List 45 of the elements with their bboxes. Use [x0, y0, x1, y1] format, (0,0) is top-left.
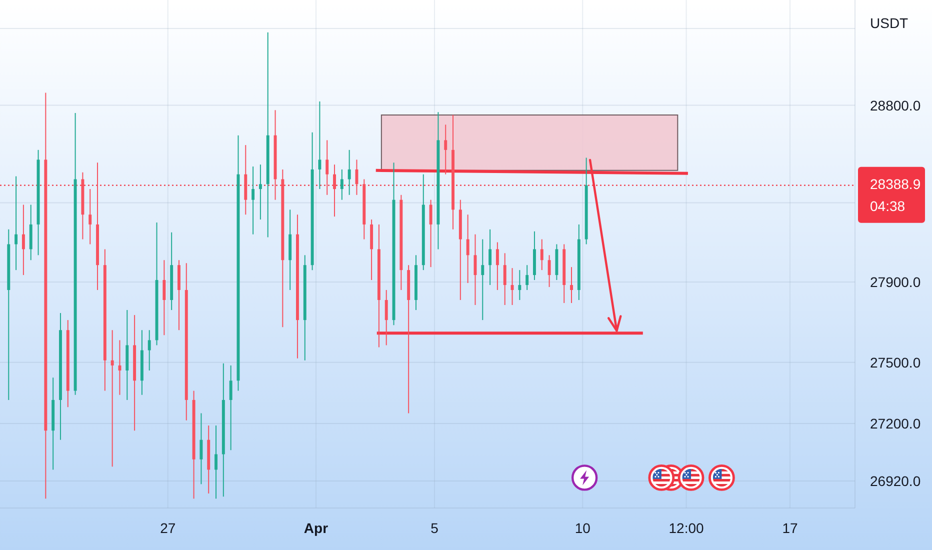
x-tick-label: Apr: [304, 520, 329, 536]
x-tick-label: 5: [430, 520, 439, 536]
y-tick-label: 26920.0: [870, 473, 921, 490]
candlestick: [540, 238, 544, 271]
candlestick: [570, 266, 573, 304]
candlestick: [518, 270, 522, 301]
y-tick-label: 27500.0: [870, 354, 921, 370]
candlestick: [14, 176, 18, 271]
candlestick: [526, 264, 529, 291]
candlestick: [258, 164, 262, 220]
candlestick: [110, 330, 114, 468]
ref-line-label: 28388.9: [870, 176, 921, 192]
candlestick: [348, 149, 351, 196]
y-tick-label: 27900.0: [870, 274, 921, 290]
candlestick: [326, 140, 329, 196]
candlestick: [333, 164, 336, 218]
candlestick: [318, 100, 322, 190]
candlestick: [384, 290, 388, 346]
x-tick-label: 12:00: [668, 520, 704, 536]
candlestick: [340, 168, 344, 200]
candlestick: [229, 364, 232, 451]
candlestick: [496, 242, 499, 291]
x-tick-label: 17: [782, 520, 798, 536]
candlestick: [466, 214, 470, 284]
candlestick: [503, 252, 506, 306]
candlestick: [88, 188, 92, 245]
y-tick-label: 28800.0: [870, 97, 921, 114]
candlestick: [474, 234, 477, 306]
candlestick: [548, 254, 551, 288]
candlestick: [488, 228, 492, 286]
text: 04:38: [870, 198, 906, 214]
x-tick-label: 27: [160, 520, 176, 536]
candlestick: [355, 159, 358, 196]
candlestick: [22, 204, 25, 276]
candlestick: [252, 166, 255, 235]
candlestick: [444, 124, 448, 175]
y-axis-title: USDT: [870, 15, 909, 31]
candlestick: [481, 238, 484, 321]
candlestick: [214, 425, 218, 500]
x-tick-label: 10: [574, 520, 591, 536]
candlestick: [162, 260, 166, 336]
y-tick-label: 27200.0: [870, 415, 921, 432]
candlestick: [200, 412, 203, 485]
candlestick: [429, 199, 432, 268]
candlestick: [148, 330, 151, 372]
